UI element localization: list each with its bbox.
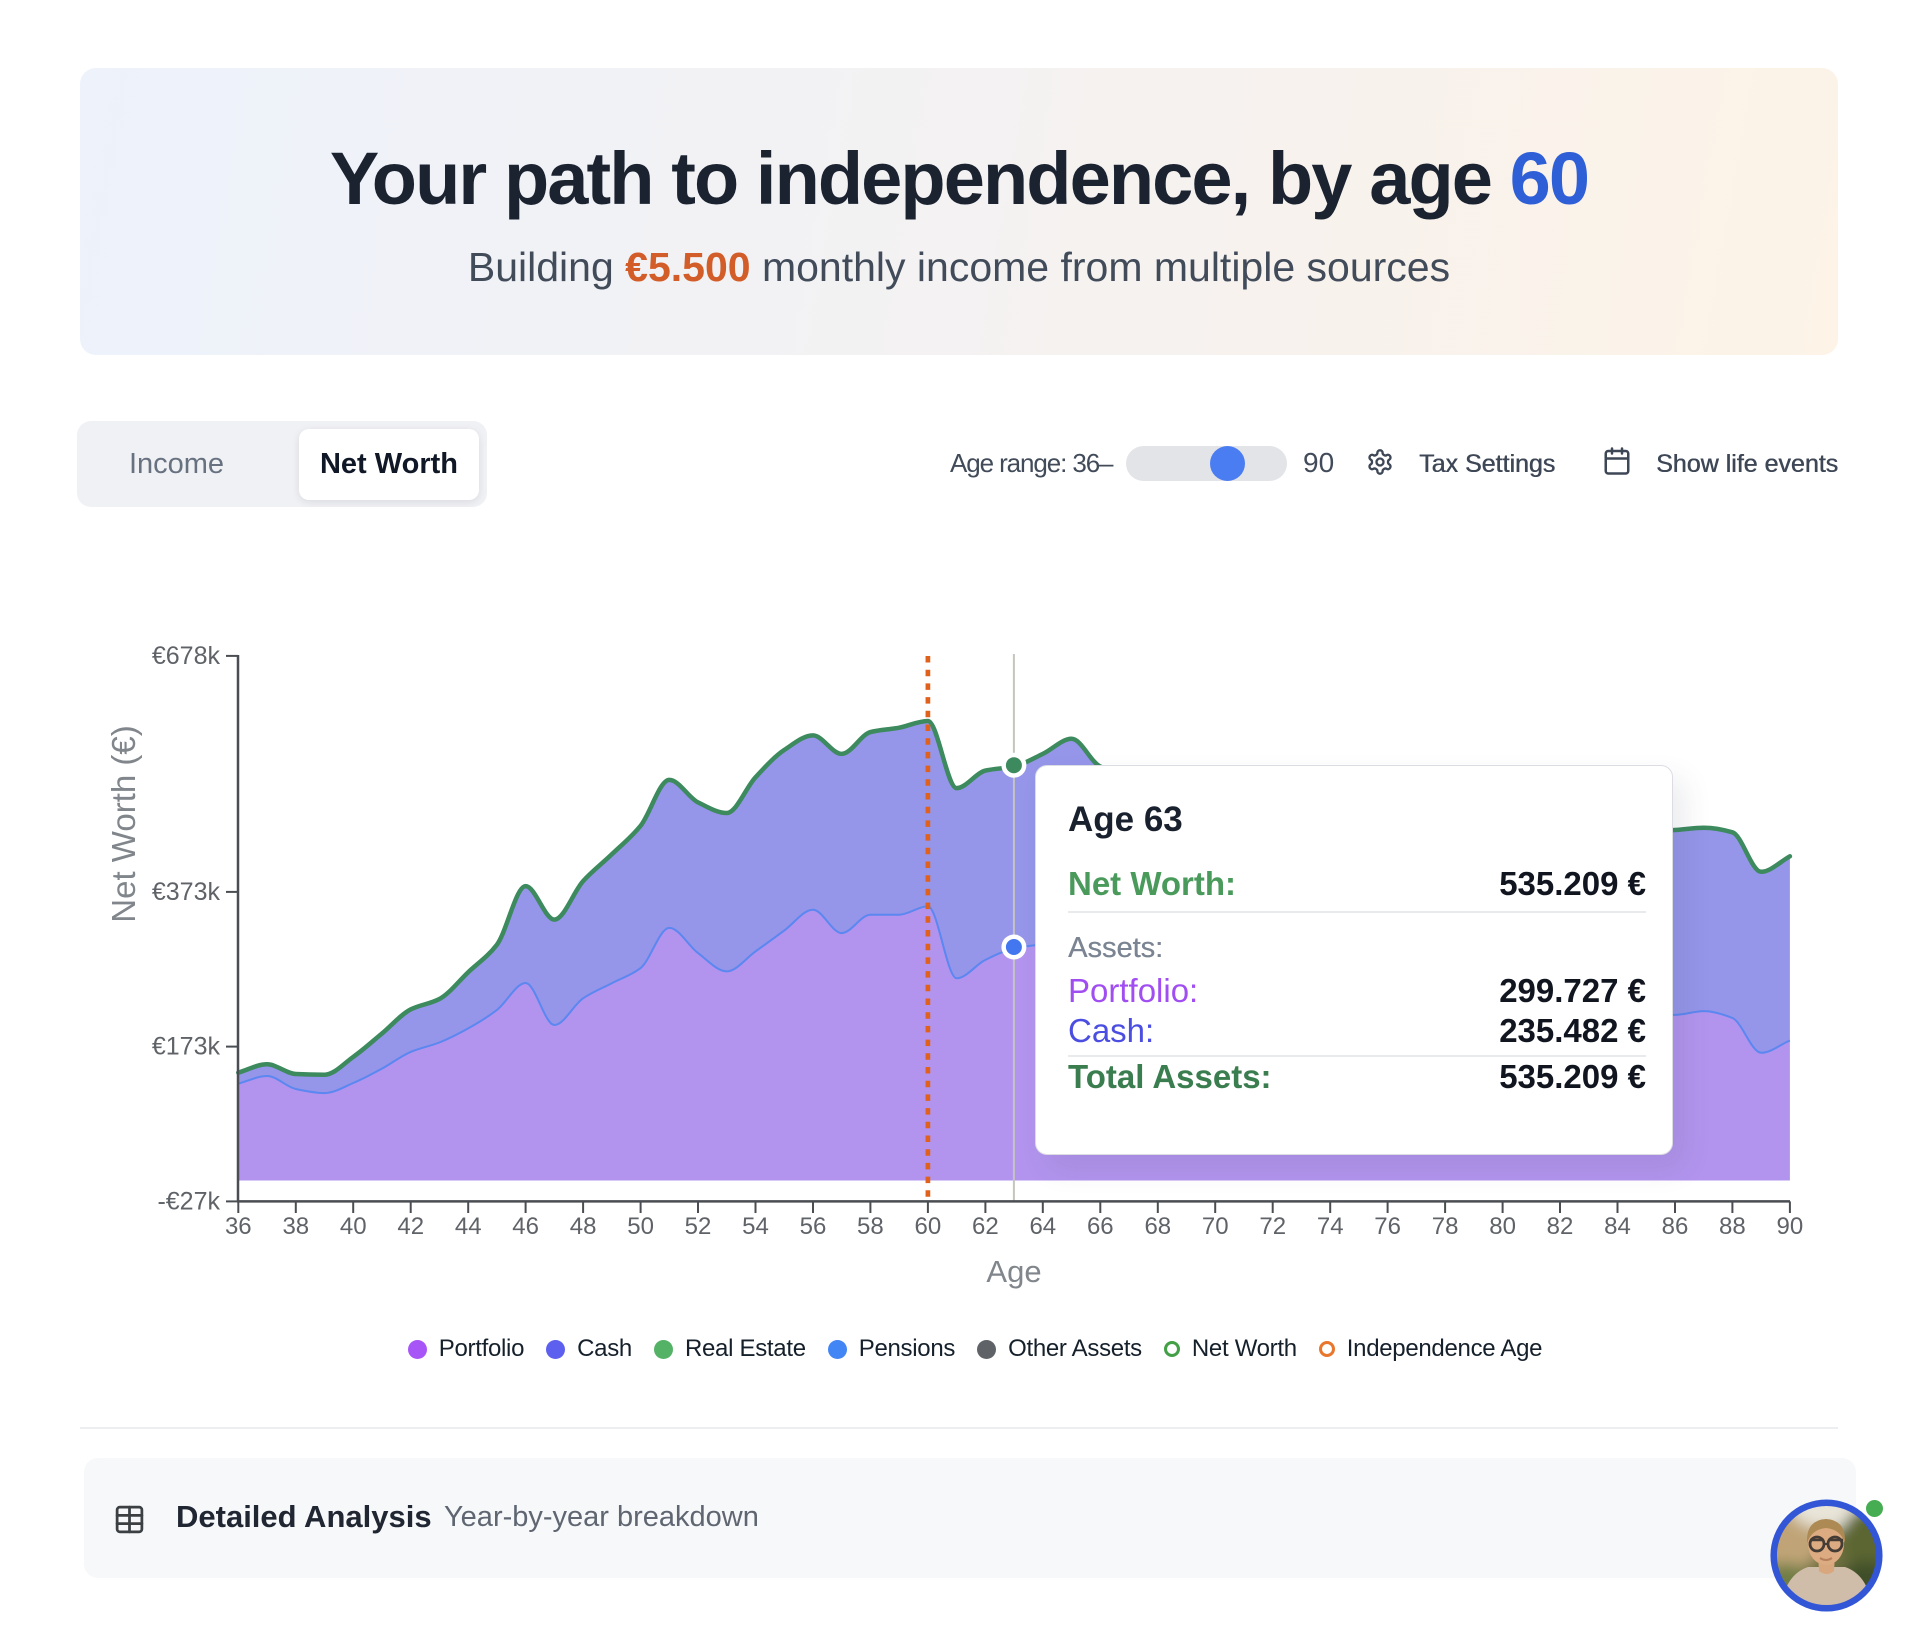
svg-text:42: 42 bbox=[397, 1213, 424, 1240]
svg-text:78: 78 bbox=[1432, 1213, 1459, 1240]
svg-text:80: 80 bbox=[1489, 1213, 1516, 1240]
svg-text:82: 82 bbox=[1547, 1213, 1574, 1240]
svg-text:48: 48 bbox=[570, 1213, 597, 1240]
svg-text:€173k: €173k bbox=[152, 1033, 221, 1061]
svg-text:84: 84 bbox=[1604, 1213, 1631, 1240]
svg-text:86: 86 bbox=[1662, 1213, 1689, 1240]
svg-text:50: 50 bbox=[627, 1213, 654, 1240]
svg-text:-€27k: -€27k bbox=[157, 1187, 220, 1215]
svg-text:90: 90 bbox=[1777, 1213, 1804, 1240]
svg-text:46: 46 bbox=[512, 1213, 539, 1240]
svg-text:Net Worth (€): Net Worth (€) bbox=[105, 725, 142, 922]
svg-text:62: 62 bbox=[972, 1213, 999, 1240]
svg-text:66: 66 bbox=[1087, 1213, 1114, 1240]
svg-text:44: 44 bbox=[455, 1213, 482, 1240]
svg-text:38: 38 bbox=[282, 1213, 309, 1240]
svg-text:€678k: €678k bbox=[152, 642, 221, 670]
svg-text:€373k: €373k bbox=[152, 878, 221, 906]
svg-text:74: 74 bbox=[1317, 1213, 1344, 1240]
svg-text:64: 64 bbox=[1029, 1213, 1056, 1240]
svg-text:Age: Age bbox=[986, 1254, 1041, 1289]
svg-text:40: 40 bbox=[340, 1213, 367, 1240]
svg-text:52: 52 bbox=[685, 1213, 712, 1240]
svg-text:88: 88 bbox=[1719, 1213, 1746, 1240]
svg-text:60: 60 bbox=[915, 1213, 942, 1240]
svg-text:36: 36 bbox=[225, 1213, 252, 1240]
svg-text:54: 54 bbox=[742, 1213, 769, 1240]
svg-text:68: 68 bbox=[1144, 1213, 1171, 1240]
svg-text:56: 56 bbox=[800, 1213, 827, 1240]
svg-text:72: 72 bbox=[1259, 1213, 1286, 1240]
svg-text:70: 70 bbox=[1202, 1213, 1229, 1240]
svg-text:58: 58 bbox=[857, 1213, 884, 1240]
svg-text:76: 76 bbox=[1374, 1213, 1401, 1240]
